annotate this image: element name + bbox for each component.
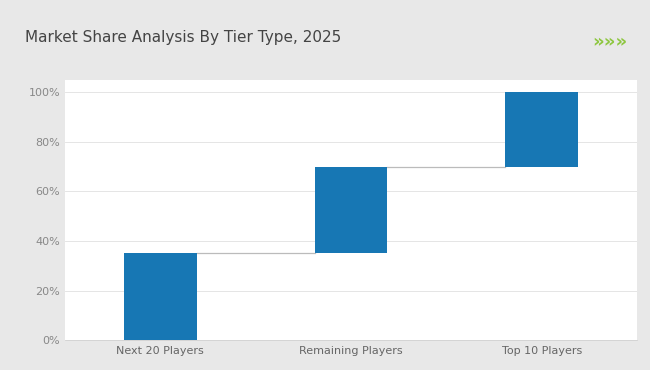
Text: »»»: »»» <box>592 33 628 51</box>
Bar <box>124 253 196 340</box>
Bar <box>506 92 578 166</box>
Bar <box>315 166 387 253</box>
Text: Market Share Analysis By Tier Type, 2025: Market Share Analysis By Tier Type, 2025 <box>25 30 342 45</box>
